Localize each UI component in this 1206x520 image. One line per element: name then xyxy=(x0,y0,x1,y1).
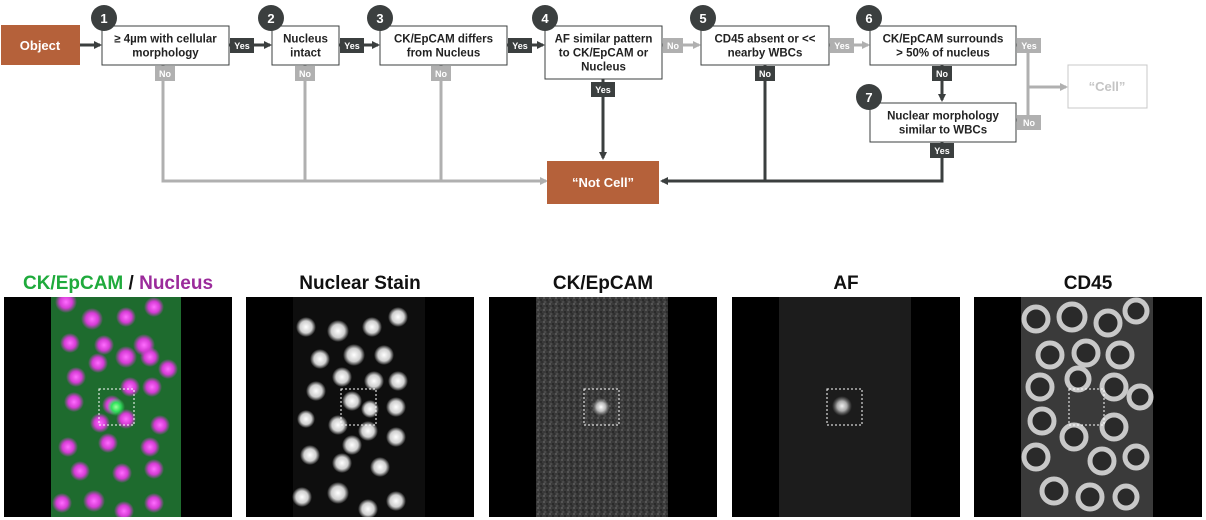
cd45-panel xyxy=(974,297,1202,517)
step-4-fail-tag-label: Yes xyxy=(595,85,611,95)
merged-image-panel xyxy=(4,297,232,517)
step-box-1 xyxy=(101,25,230,66)
step-box-4 xyxy=(544,25,663,80)
no-path-1 xyxy=(161,65,548,185)
step-box-2 xyxy=(271,25,340,66)
step-3-text-line: CK/EpCAM differs xyxy=(394,34,493,46)
step-number-5: 5 xyxy=(699,11,706,26)
cell-bracket xyxy=(1016,43,1030,122)
step-7-text-line: similar to WBCs xyxy=(899,125,987,137)
ck-epcam-label: CK/EpCAM xyxy=(22,273,124,294)
step-box-5 xyxy=(700,25,830,66)
nuclear-stain-panel xyxy=(246,297,474,517)
step-number-3: 3 xyxy=(376,11,383,26)
step-3-pass-tag-label: Yes xyxy=(512,41,528,51)
step-6-text-line: > 50% of nucleus xyxy=(896,48,990,60)
step-6-pass-tag xyxy=(1017,38,1041,53)
step-number-badge xyxy=(856,84,882,110)
af-title: AF xyxy=(833,273,859,294)
step-number-badge xyxy=(856,5,882,31)
step-number-badge xyxy=(532,5,558,31)
step-2-text-line: Nucleus xyxy=(283,34,328,46)
step-4-pass-tag xyxy=(663,38,683,53)
cell-label: “Cell” xyxy=(1089,79,1126,94)
step-2-fail-tag xyxy=(295,66,315,81)
step-3-fail-tag xyxy=(431,66,451,81)
step-box-3 xyxy=(379,25,508,66)
not-cell-label: “Not Cell” xyxy=(572,175,634,190)
step-5-pass-tag xyxy=(830,38,854,53)
not-cell-node xyxy=(547,161,659,204)
step-number-badge xyxy=(91,5,117,31)
step-number-badge xyxy=(258,5,284,31)
step-number-7: 7 xyxy=(865,90,872,105)
step-2-pass-tag-label: Yes xyxy=(344,41,360,51)
step-number-2: 2 xyxy=(267,11,274,26)
step-4-fail-tag xyxy=(591,82,615,97)
step-1-text-line: ≥ 4µm with cellular xyxy=(114,34,217,46)
step-7-text-line: Nuclear morphology xyxy=(887,111,999,123)
step-5-text-line: CD45 absent or << xyxy=(715,34,816,46)
step-box-6 xyxy=(869,25,1017,66)
step-7-pass-tag-label: No xyxy=(1023,118,1035,128)
step-number-badge xyxy=(690,5,716,31)
ck-epcam-title: CK/EpCAM xyxy=(552,273,654,294)
step-6-pass-tag-label: Yes xyxy=(1021,41,1037,51)
nuclear-stain-title: Nuclear Stain xyxy=(299,273,421,294)
step-number-1: 1 xyxy=(100,11,107,26)
step-1-fail-tag xyxy=(155,66,175,81)
ck-epcam-panel xyxy=(489,297,717,517)
step-3-fail-tag-label: No xyxy=(435,69,447,79)
step-3-text-line: from Nucleus xyxy=(407,48,481,60)
nucleus-label: Nucleus xyxy=(139,273,214,294)
step-4-text-line: Nucleus xyxy=(581,62,626,74)
step-3-pass-tag xyxy=(508,38,532,53)
cd45-image xyxy=(1021,297,1154,517)
af-image xyxy=(779,297,911,517)
step-1-fail-tag-label: No xyxy=(159,69,171,79)
step-1-pass-tag-label: Yes xyxy=(234,41,250,51)
step-number-badge xyxy=(367,5,393,31)
merged-panel-title: CK/EpCAM / Nucleus xyxy=(4,272,232,296)
step-7-pass-tag xyxy=(1017,115,1041,130)
step-2-fail-tag-label: No xyxy=(299,69,311,79)
yes-path-7 xyxy=(765,142,944,183)
step-1-pass-tag xyxy=(230,38,254,53)
nuclear-stain-image xyxy=(292,297,425,517)
cell-node xyxy=(1067,64,1148,109)
step-2-text-line: intact xyxy=(290,48,321,60)
step-7-fail-tag xyxy=(930,143,954,158)
start-node xyxy=(1,25,80,65)
merged-image xyxy=(51,297,181,517)
step-number-4: 4 xyxy=(541,11,549,26)
step-4-text-line: AF similar pattern xyxy=(555,34,653,46)
no-path-5 xyxy=(660,65,767,185)
step-4-pass-tag-label: No xyxy=(667,41,679,51)
step-5-fail-tag-label: No xyxy=(759,69,771,79)
ck-epcam-image xyxy=(536,297,668,517)
step-1-text-line: morphology xyxy=(132,48,199,60)
start-node-label: Object xyxy=(20,38,61,53)
step-6-fail-tag-label: No xyxy=(936,69,948,79)
step-2-pass-tag xyxy=(340,38,364,53)
step-4-text-line: to CK/EpCAM or xyxy=(559,48,649,60)
title-separator: / xyxy=(123,273,140,294)
step-6-text-line: CK/EpCAM surrounds xyxy=(883,34,1004,46)
step-5-fail-tag xyxy=(755,66,775,81)
decision-flowchart: Object ≥ 4µm with cellular morphology Nucle… xyxy=(1,5,1148,204)
step-5-text-line: nearby WBCs xyxy=(728,48,803,60)
step-7-fail-tag-label: Yes xyxy=(934,146,950,156)
af-panel xyxy=(732,297,960,517)
cd45-title: CD45 xyxy=(1063,273,1113,294)
step-number-6: 6 xyxy=(865,11,872,26)
step-6-fail-tag xyxy=(932,66,952,81)
step-box-7 xyxy=(869,102,1017,143)
step-5-pass-tag-label: Yes xyxy=(834,41,850,51)
